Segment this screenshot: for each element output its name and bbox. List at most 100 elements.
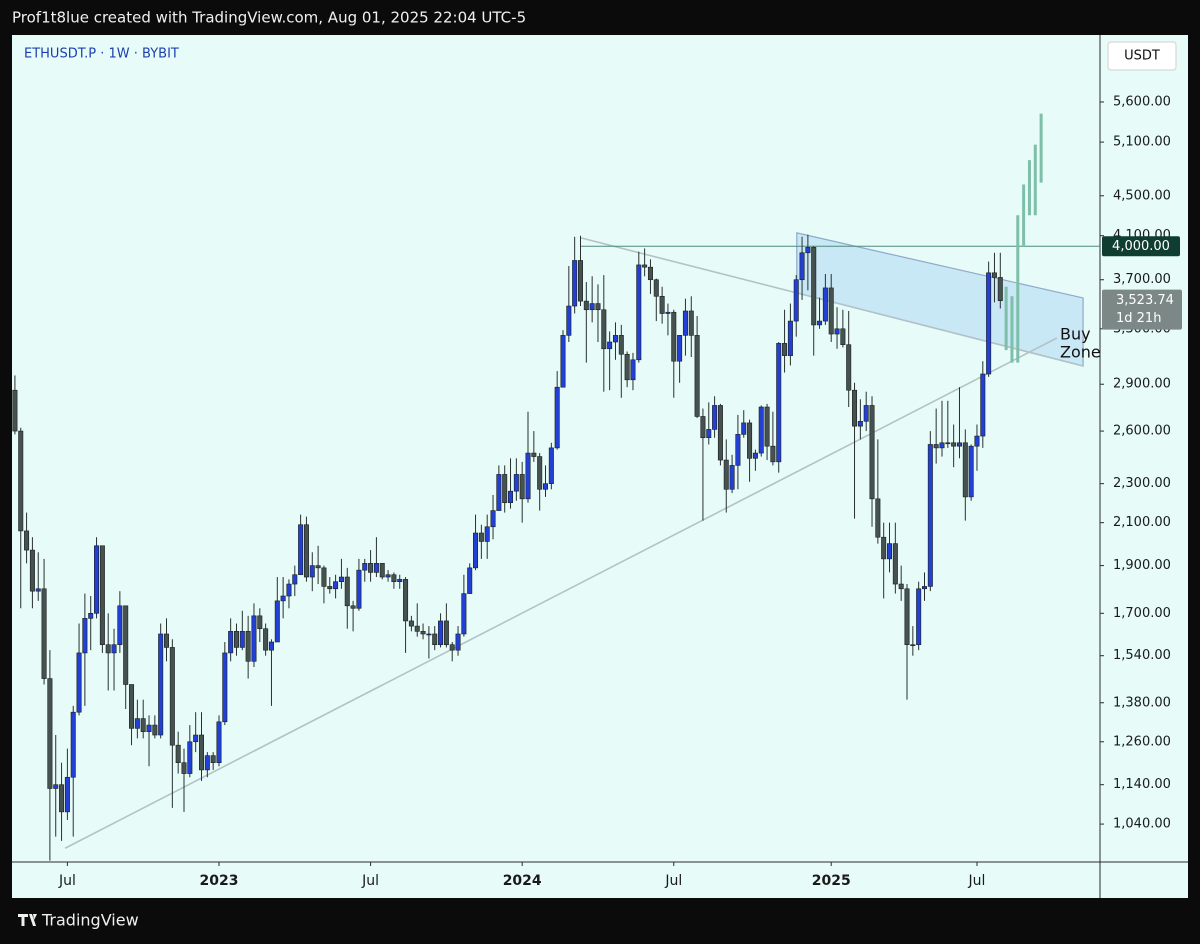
candle-body — [776, 343, 782, 463]
candle-body — [764, 406, 770, 447]
candle-body — [204, 755, 210, 771]
candle-body — [700, 416, 706, 439]
x-tick-label: Jul — [968, 873, 986, 889]
candle-body — [834, 328, 840, 335]
x-tick-label: Jul — [664, 873, 682, 889]
candle-body — [467, 567, 473, 594]
candle-body — [76, 652, 82, 713]
y-tick-label: 1,040.00 — [1113, 817, 1171, 832]
y-tick-label: 1,700.00 — [1113, 606, 1171, 621]
candle-body — [817, 320, 823, 326]
trendline — [64, 337, 1058, 849]
candle-body — [572, 260, 578, 307]
candle-body — [70, 711, 76, 778]
plot-area — [12, 113, 1100, 861]
y-tick-label: 3,700.00 — [1113, 272, 1171, 287]
candle-body — [612, 335, 618, 343]
candle-body — [41, 588, 47, 679]
level-label: 4,000.00 — [1112, 239, 1170, 254]
candle-body — [630, 359, 636, 381]
candle-body — [169, 647, 175, 746]
candle-body — [799, 252, 805, 281]
x-tick-label: Jul — [361, 873, 379, 889]
candle-body — [828, 287, 834, 335]
candle-body — [916, 588, 922, 646]
candle-body — [758, 406, 764, 454]
x-tick-label: Jul — [58, 873, 76, 889]
candle-body — [508, 490, 514, 504]
candle-body — [356, 569, 362, 609]
candle-body — [519, 474, 525, 500]
candle-body — [968, 445, 974, 498]
candle-body — [589, 303, 595, 311]
candle-body — [140, 718, 146, 732]
candle-body — [682, 310, 688, 336]
candle-body — [321, 567, 327, 587]
candle-body — [921, 586, 927, 590]
zone-label: Buy — [1060, 325, 1091, 344]
candle-body — [945, 442, 951, 445]
x-tick-label: 2023 — [200, 873, 239, 889]
candle-body — [863, 405, 869, 422]
candle-body — [298, 524, 304, 576]
candle-body — [537, 456, 543, 490]
y-tick-label: 2,900.00 — [1113, 377, 1171, 392]
candle-body — [956, 442, 962, 447]
candle-body — [618, 335, 624, 355]
candle-body — [333, 581, 339, 590]
candle-body — [286, 583, 292, 597]
candle-body — [706, 429, 712, 439]
candle-body — [129, 684, 135, 729]
candle-body — [373, 563, 379, 573]
candle-body — [47, 678, 53, 789]
candle-body — [274, 600, 280, 643]
currency-label[interactable]: USDT — [1124, 49, 1160, 64]
candle-body — [350, 605, 356, 609]
candle-body — [432, 633, 438, 646]
candle-body — [857, 420, 863, 427]
candle-body — [543, 483, 549, 490]
candle-body — [642, 264, 648, 268]
candle-body — [216, 721, 222, 764]
candle-body — [502, 474, 508, 504]
candle-body — [846, 344, 852, 391]
candle-body — [787, 320, 793, 356]
candle-body — [554, 386, 560, 449]
candle-body — [268, 641, 274, 651]
candle-body — [904, 588, 910, 646]
candle-body — [414, 625, 420, 632]
candle-body — [198, 734, 204, 771]
candle-body — [974, 435, 980, 447]
candle-body — [35, 588, 41, 592]
last-price-label: 3,523.74 — [1116, 293, 1174, 308]
candle-body — [12, 389, 18, 432]
tv-logo — [18, 914, 37, 926]
candle-body — [694, 335, 700, 417]
candle-body — [566, 305, 572, 336]
candle-body — [53, 784, 59, 789]
candle-body — [438, 620, 444, 646]
candle-body — [577, 260, 583, 302]
candle-body — [665, 311, 671, 314]
candle-body — [24, 530, 30, 551]
candle-body — [228, 631, 234, 654]
candle-body — [677, 335, 683, 362]
candle-body — [461, 593, 467, 635]
candle-body — [164, 633, 170, 648]
candle-body — [607, 341, 613, 350]
candle-body — [280, 595, 286, 602]
candle-body — [653, 279, 659, 297]
candle-body — [951, 442, 957, 447]
y-tick-label: 1,380.00 — [1113, 695, 1171, 710]
currency-box[interactable] — [1107, 41, 1177, 71]
candle-body — [933, 444, 939, 449]
y-tick-label: 1,900.00 — [1113, 558, 1171, 573]
candle-body — [29, 549, 35, 592]
candle-body — [525, 452, 531, 500]
candle-body — [187, 741, 193, 774]
candle-body — [292, 574, 298, 585]
candle-body — [712, 405, 718, 430]
candle-body — [898, 583, 904, 590]
y-tick-label: 1,540.00 — [1113, 648, 1171, 663]
